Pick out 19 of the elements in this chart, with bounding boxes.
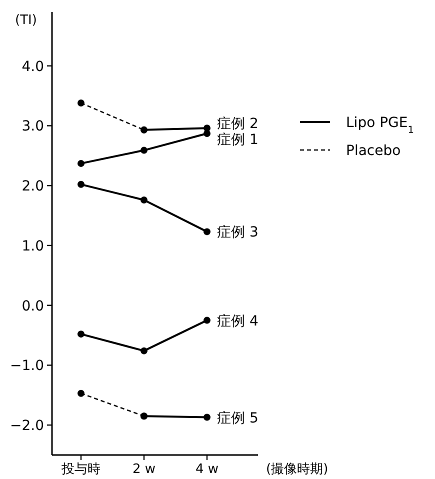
annotation: 症例 3 bbox=[217, 224, 258, 241]
legend-label: Lipo PGE$_{1}$ bbox=[346, 115, 414, 136]
legend-label: Placebo bbox=[346, 143, 401, 159]
y-tick-label: 0.0 bbox=[22, 298, 44, 314]
x-tick-label: 2 w bbox=[132, 462, 156, 477]
y-axis-title: (TI) bbox=[15, 13, 37, 28]
y-tick-label: −1.0 bbox=[10, 358, 44, 374]
annotation: 症例 1 bbox=[217, 132, 258, 148]
x-axis-title: (撮像時期) bbox=[266, 462, 328, 477]
annotation: 症例 2 bbox=[217, 116, 258, 132]
y-tick-label: −2.0 bbox=[10, 418, 44, 434]
annotation: 症例 4 bbox=[217, 313, 258, 330]
x-tick-label: 投与時 bbox=[60, 462, 100, 477]
y-tick-label: 4.0 bbox=[22, 58, 44, 75]
annotation: 症例 5 bbox=[217, 410, 258, 426]
y-tick-label: 3.0 bbox=[22, 118, 44, 135]
y-tick-label: 1.0 bbox=[22, 238, 44, 254]
y-tick-label: 2.0 bbox=[22, 178, 44, 195]
x-tick-label: 4 w bbox=[195, 462, 219, 477]
